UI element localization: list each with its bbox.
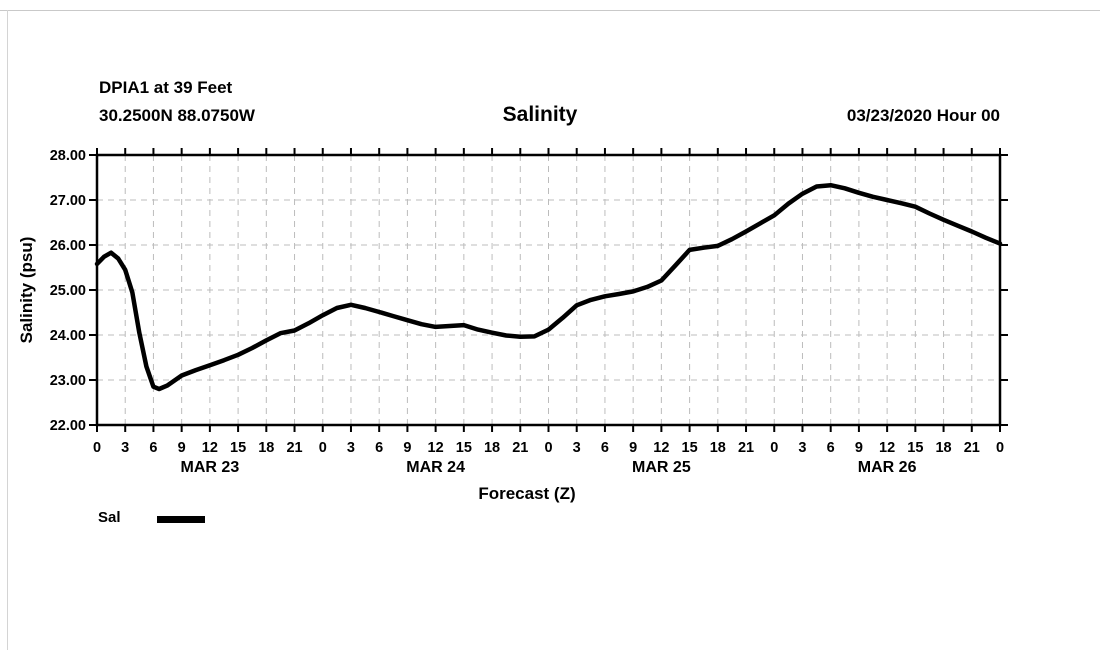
x-tick-label: 12 <box>428 440 444 456</box>
x-tick-label: 9 <box>403 440 411 456</box>
x-tick-label: 15 <box>456 440 472 456</box>
x-tick-label: 15 <box>907 440 923 456</box>
x-axis-title: Forecast (Z) <box>478 484 576 503</box>
y-tick-label: 27.00 <box>50 193 86 209</box>
x-tick-label: 9 <box>855 440 863 456</box>
x-tick-label: 18 <box>710 440 726 456</box>
x-tick-label: 0 <box>996 440 1004 456</box>
x-tick-label: 15 <box>230 440 246 456</box>
y-tick-label: 24.00 <box>50 328 86 344</box>
x-tick-label: 18 <box>935 440 951 456</box>
y-tick-label: 22.00 <box>50 418 86 434</box>
x-tick-label: 21 <box>964 440 980 456</box>
y-tick-label: 28.00 <box>50 148 86 164</box>
y-tick-label: 23.00 <box>50 373 86 389</box>
x-tick-label: 18 <box>258 440 274 456</box>
x-tick-label: 6 <box>149 440 157 456</box>
page-left-divider <box>7 10 8 650</box>
x-tick-label: 9 <box>629 440 637 456</box>
plot-frame <box>95 153 1002 427</box>
station-coordinates: 30.2500N 88.0750W <box>99 106 255 125</box>
x-tick-label: 12 <box>202 440 218 456</box>
x-tick-label: 15 <box>682 440 698 456</box>
legend-label-sal: Sal <box>98 509 121 526</box>
station-name: DPIA1 at 39 Feet <box>99 78 233 97</box>
chart-title: Salinity <box>502 103 578 126</box>
x-tick-label: 3 <box>121 440 129 456</box>
x-tick-label: 21 <box>512 440 528 456</box>
legend-line-swatch <box>157 516 205 523</box>
page-top-divider <box>0 10 1100 11</box>
x-tick-label: 3 <box>347 440 355 456</box>
run-datestamp: 03/23/2020 Hour 00 <box>846 106 1000 125</box>
y-tick-label: 25.00 <box>50 283 86 299</box>
x-tick-label: 21 <box>286 440 302 456</box>
x-tick-label: 9 <box>178 440 186 456</box>
x-tick-label: 0 <box>544 440 552 456</box>
x-tick-label: 12 <box>653 440 669 456</box>
day-label: MAR 25 <box>632 459 691 476</box>
x-tick-label: 12 <box>879 440 895 456</box>
x-tick-label: 21 <box>738 440 754 456</box>
x-tick-label: 3 <box>573 440 581 456</box>
x-tick-label: 6 <box>827 440 835 456</box>
x-tick-label: 0 <box>770 440 778 456</box>
x-tick-label: 6 <box>601 440 609 456</box>
day-label: MAR 23 <box>181 459 240 476</box>
day-label: MAR 26 <box>858 459 917 476</box>
salinity-curve <box>94 182 1003 392</box>
x-tick-label: 0 <box>93 440 101 456</box>
x-tick-label: 3 <box>798 440 806 456</box>
x-tick-label: 6 <box>375 440 383 456</box>
x-tick-label: 0 <box>319 440 327 456</box>
x-tick-label: 18 <box>484 440 500 456</box>
y-tick-label: 26.00 <box>50 238 86 254</box>
day-label: MAR 24 <box>406 459 465 476</box>
